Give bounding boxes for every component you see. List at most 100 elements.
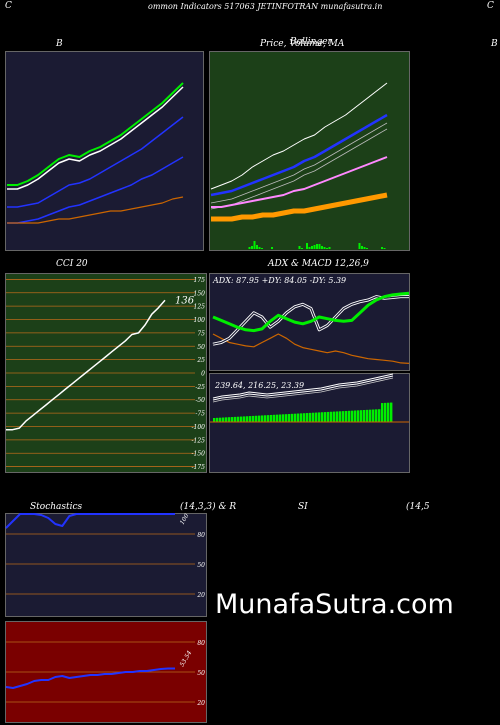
- cci-tick-label: -100: [192, 424, 206, 431]
- bb-ma-line: [7, 196, 184, 224]
- volume-bar: [383, 248, 386, 249]
- stoch-tick-label: 80: [197, 532, 205, 539]
- price-title: Price, Volume, MA: [260, 39, 345, 49]
- cci-value-label: 136: [175, 295, 195, 306]
- cci-tick-label: 50: [197, 344, 205, 351]
- macd-histogram-bar: [333, 411, 336, 422]
- watermark: MunafaSutra.com: [215, 589, 454, 620]
- price-ma-orange: [211, 192, 388, 222]
- macd-histogram-bar: [288, 414, 291, 422]
- macd-histogram-bar: [234, 416, 237, 422]
- macd-histogram-bar: [321, 412, 324, 422]
- bb-upper-line: [7, 86, 184, 190]
- macd-histogram-bar: [222, 417, 225, 422]
- macd-histogram-bar: [363, 410, 366, 422]
- macd-histogram-bar: [342, 411, 345, 422]
- macd-signal-line: [212, 375, 394, 401]
- macd-histogram-bar: [285, 414, 288, 422]
- macd-histogram-bar: [375, 409, 378, 422]
- macd-histogram-bar: [219, 417, 222, 422]
- macd-histogram-bar: [261, 415, 264, 422]
- macd-histogram-bar: [249, 416, 252, 422]
- macd-histogram-bar: [231, 417, 234, 422]
- macd-histogram-bar: [216, 417, 219, 422]
- volume-bar: [358, 243, 361, 249]
- macd-histogram-bar: [369, 409, 372, 422]
- volume-bar: [251, 246, 253, 249]
- macd-histogram-bar: [354, 410, 357, 422]
- bb-lower-band: [7, 156, 184, 224]
- volume-bar: [253, 241, 256, 249]
- cci-tick-label: -150: [192, 451, 206, 458]
- volume-bar: [323, 247, 326, 249]
- adx-minus-di-line: [212, 333, 410, 364]
- panel-background: [5, 51, 204, 251]
- macd-histogram-bar: [351, 410, 354, 422]
- price-ma-grey-1: [210, 122, 388, 204]
- macd-panel: 239.64, 216.25, 23.39: [209, 373, 410, 473]
- volume-bar: [248, 247, 251, 249]
- header-left-letter: C: [5, 1, 12, 11]
- header-right-letter: C: [487, 1, 494, 11]
- macd-histogram-bar: [309, 412, 312, 422]
- macd-histogram-bar: [336, 411, 339, 422]
- macd-histogram-bar: [357, 410, 360, 422]
- adx-panel: ADX: 87.95 +DY: 84.05 -DY: 5.39: [209, 273, 410, 371]
- volume-bar: [271, 247, 273, 249]
- macd-histogram-bar: [384, 402, 387, 422]
- cci-tick-label: -175: [192, 464, 206, 471]
- cci-tick-label: -25: [195, 384, 205, 391]
- macd-histogram-bar: [372, 409, 375, 422]
- macd-histogram-bar: [252, 415, 255, 422]
- macd-histogram-bar: [270, 414, 273, 422]
- volume-bar: [366, 248, 368, 249]
- bb-title: B: [56, 39, 63, 49]
- volume-bar: [361, 246, 363, 249]
- right-edge-title: B: [491, 39, 498, 49]
- macd-histogram-bar: [237, 416, 240, 422]
- stochastics-panel: 80 50 20 100: [5, 513, 207, 617]
- volume-bar: [256, 245, 258, 249]
- macd-histogram-bar: [366, 409, 369, 422]
- price-close-line: [210, 82, 388, 190]
- macd-histogram-bar: [297, 413, 300, 422]
- macd-histogram-bar: [276, 414, 279, 422]
- stoch-k-line: [5, 513, 175, 529]
- macd-histogram-bar: [345, 410, 348, 422]
- rsi-line: [5, 667, 175, 689]
- cci-tick-label: -125: [192, 437, 206, 444]
- panel-background: [209, 51, 410, 251]
- volume-bar: [381, 247, 383, 249]
- macd-histogram-bar: [339, 411, 342, 422]
- macd-histogram-bar: [255, 415, 258, 422]
- cci-tick-label: 25: [196, 357, 205, 364]
- macd-histogram-bar: [318, 412, 321, 422]
- macd-histogram-bar: [306, 413, 309, 422]
- adx-values-label: ADX: 87.95 +DY: 84.05 -DY: 5.39: [212, 276, 346, 285]
- macd-histogram-bar: [279, 414, 282, 422]
- bb-price-line: [7, 82, 184, 186]
- macd-histogram-bar: [228, 417, 231, 422]
- adx-title: ADX & MACD 12,26,9: [268, 259, 369, 269]
- volume-bar: [298, 246, 301, 249]
- rsi-params: (14,5: [406, 502, 430, 512]
- volume-bar: [313, 245, 316, 249]
- stoch-params: (14,3,3) & R: [180, 502, 237, 512]
- volume-bar: [258, 247, 261, 249]
- macd-histogram-bar: [264, 415, 267, 422]
- price-ma-pink: [211, 156, 388, 208]
- cci-tick-label: 100: [194, 317, 206, 324]
- adx-plus-di-line: [212, 296, 409, 345]
- cci-tick-label: 75: [197, 330, 205, 337]
- stoch-tick-label: 20: [196, 592, 205, 599]
- price-panel: [209, 51, 410, 251]
- header-title: ommon Indicators 517063 JETINFOTRAN muna…: [148, 2, 383, 11]
- macd-histogram-bar: [330, 411, 333, 422]
- macd-histogram-bar: [282, 414, 285, 422]
- macd-histogram-bar: [273, 414, 276, 422]
- bollinger-panel: [5, 51, 204, 251]
- price-ma-blue: [210, 113, 388, 197]
- macd-histogram-bar: [387, 402, 390, 422]
- rsi-tick-label: 20: [196, 700, 205, 707]
